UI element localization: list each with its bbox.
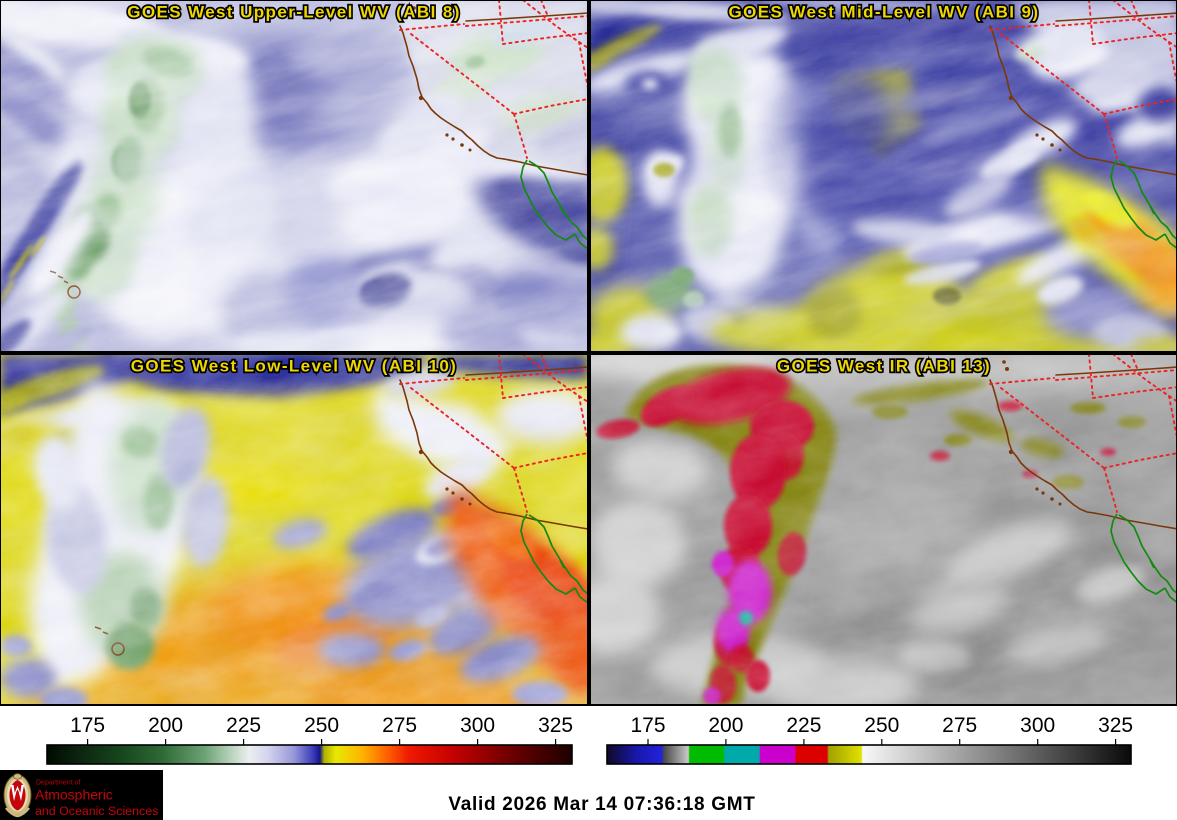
svg-text:250: 250 [304, 714, 339, 737]
svg-text:325: 325 [1098, 714, 1133, 737]
svg-text:Department of: Department of [36, 780, 80, 787]
svg-text:300: 300 [1020, 714, 1055, 737]
svg-text:250: 250 [864, 714, 899, 737]
svg-text:200: 200 [148, 714, 183, 737]
svg-text:Atmospheric: Atmospheric [35, 787, 113, 803]
svg-text:GOES West IR (ABI 13): GOES West IR (ABI 13) [777, 357, 991, 376]
svg-text:275: 275 [942, 714, 977, 737]
svg-text:225: 225 [226, 714, 261, 737]
svg-text:175: 175 [630, 714, 665, 737]
svg-text:300: 300 [460, 714, 495, 737]
svg-text:175: 175 [70, 714, 105, 737]
svg-text:GOES West Mid-Level WV (ABI 9): GOES West Mid-Level WV (ABI 9) [729, 3, 1040, 22]
svg-text:200: 200 [708, 714, 743, 737]
svg-text:GOES West Upper-Level WV (ABI: GOES West Upper-Level WV (ABI 8) [127, 3, 461, 22]
svg-text:GOES West Low-Level WV (ABI 10: GOES West Low-Level WV (ABI 10) [131, 357, 457, 376]
svg-text:225: 225 [786, 714, 821, 737]
svg-text:275: 275 [382, 714, 417, 737]
svg-text:and Oceanic Sciences: and Oceanic Sciences [35, 804, 158, 818]
svg-text:325: 325 [538, 714, 573, 737]
